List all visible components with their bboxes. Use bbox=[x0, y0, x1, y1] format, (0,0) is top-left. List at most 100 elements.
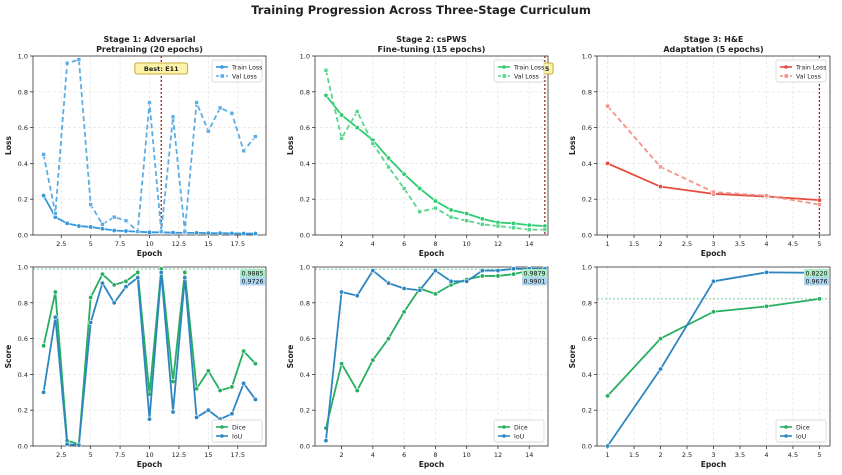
x-axis-label: Epoch bbox=[137, 460, 162, 469]
data-point bbox=[354, 293, 360, 299]
data-point bbox=[480, 221, 485, 227]
legend-marker bbox=[220, 65, 224, 69]
legend-label: Train Loss bbox=[513, 64, 544, 71]
best-value-badge bbox=[522, 269, 547, 278]
x-tick-label: 1.5 bbox=[629, 451, 639, 459]
y-axis-label: Loss bbox=[4, 136, 13, 155]
y-tick-label: 1.0 bbox=[582, 264, 592, 272]
legend-label: Val Loss bbox=[514, 73, 539, 80]
data-point bbox=[170, 114, 176, 120]
legend-label: Val Loss bbox=[796, 73, 821, 80]
data-point bbox=[123, 228, 129, 234]
y-tick-label: 0.4 bbox=[582, 160, 592, 168]
data-point bbox=[99, 280, 105, 286]
legend-label: Val Loss bbox=[232, 73, 257, 80]
legend-marker bbox=[784, 65, 788, 69]
legend: Dice IoU bbox=[211, 419, 263, 443]
data-point bbox=[135, 269, 141, 275]
data-point bbox=[370, 357, 376, 363]
data-point bbox=[448, 214, 454, 220]
legend-marker bbox=[502, 425, 506, 429]
data-point bbox=[323, 68, 329, 73]
data-point bbox=[241, 148, 246, 154]
data-point bbox=[194, 230, 200, 236]
x-tick-label: 2.5 bbox=[56, 451, 66, 459]
y-tick-label: 0.6 bbox=[300, 124, 310, 132]
y-tick-label: 0.6 bbox=[18, 335, 28, 343]
data-point bbox=[417, 185, 423, 191]
y-tick-label: 1.0 bbox=[18, 53, 28, 61]
best-value-label: 0.9726 bbox=[241, 279, 263, 286]
data-point bbox=[99, 271, 105, 277]
y-axis-label: Score bbox=[4, 345, 13, 369]
y-tick-label: 1.0 bbox=[300, 53, 310, 61]
y-tick-label: 0.8 bbox=[582, 299, 592, 307]
data-point bbox=[158, 269, 164, 275]
data-point bbox=[526, 222, 532, 228]
y-tick-label: 0.6 bbox=[582, 335, 592, 343]
legend-box bbox=[493, 59, 545, 83]
best-value-badge bbox=[522, 277, 547, 286]
x-tick-label: 2 bbox=[340, 451, 344, 459]
data-point bbox=[111, 228, 117, 234]
panel-title: Stage 3: H&E Adaptation (5 epochs) bbox=[663, 35, 763, 54]
y-tick-label: 0.2 bbox=[300, 407, 310, 415]
data-point bbox=[526, 227, 532, 232]
x-tick-label: 17.5 bbox=[231, 451, 245, 459]
legend-label: IoU bbox=[514, 433, 524, 440]
legend-label: Dice bbox=[232, 424, 246, 431]
x-tick-label: 8 bbox=[433, 451, 437, 459]
series-val-loss bbox=[605, 103, 822, 207]
y-tick-label: 0.2 bbox=[582, 407, 592, 415]
x-tick-label: 1 bbox=[606, 240, 610, 248]
data-point bbox=[339, 112, 345, 118]
data-point bbox=[401, 171, 407, 177]
x-tick-label: 17.5 bbox=[231, 240, 245, 248]
data-point bbox=[605, 393, 611, 399]
data-point bbox=[76, 442, 82, 448]
x-tick-label: 2.5 bbox=[56, 240, 66, 248]
data-point bbox=[354, 125, 360, 131]
data-point bbox=[252, 361, 258, 367]
data-point bbox=[41, 193, 47, 199]
x-tick-label: 2 bbox=[658, 451, 662, 459]
y-tick-label: 0.2 bbox=[18, 196, 28, 204]
x-axis-label: Epoch bbox=[419, 249, 444, 258]
series-iou bbox=[41, 269, 258, 448]
x-tick-label: 10 bbox=[463, 240, 471, 248]
y-tick-label: 0.8 bbox=[300, 88, 310, 96]
data-point bbox=[370, 141, 376, 147]
y-tick-label: 0.2 bbox=[18, 407, 28, 415]
data-point bbox=[217, 388, 223, 394]
y-tick-label: 0.6 bbox=[18, 124, 28, 132]
x-tick-label: 4 bbox=[371, 240, 375, 248]
data-point bbox=[764, 193, 769, 198]
data-point bbox=[147, 229, 153, 235]
data-point bbox=[241, 380, 247, 386]
data-point bbox=[88, 294, 94, 300]
data-point bbox=[417, 287, 423, 293]
best-value-label: 0.9879 bbox=[523, 271, 545, 278]
y-tick-label: 0.4 bbox=[18, 371, 28, 379]
data-point bbox=[479, 268, 485, 274]
x-tick-label: 4 bbox=[764, 451, 768, 459]
x-tick-label: 6 bbox=[402, 451, 406, 459]
data-point bbox=[816, 197, 822, 203]
x-tick-label: 2 bbox=[340, 240, 344, 248]
x-tick-label: 4 bbox=[371, 451, 375, 459]
data-point bbox=[511, 266, 517, 272]
data-point bbox=[158, 229, 164, 234]
best-value-badge bbox=[240, 277, 265, 286]
data-point bbox=[479, 216, 485, 222]
series-iou bbox=[323, 266, 548, 444]
x-tick-label: 3.5 bbox=[735, 240, 745, 248]
data-point bbox=[194, 100, 199, 105]
panel-title: Stage 1: Adversarial Pretraining (20 epoc… bbox=[96, 35, 203, 54]
data-point bbox=[354, 109, 360, 114]
data-point bbox=[100, 221, 105, 227]
x-tick-label: 12.5 bbox=[172, 240, 186, 248]
series-val-loss bbox=[323, 68, 548, 232]
x-tick-label: 2.5 bbox=[682, 451, 692, 459]
